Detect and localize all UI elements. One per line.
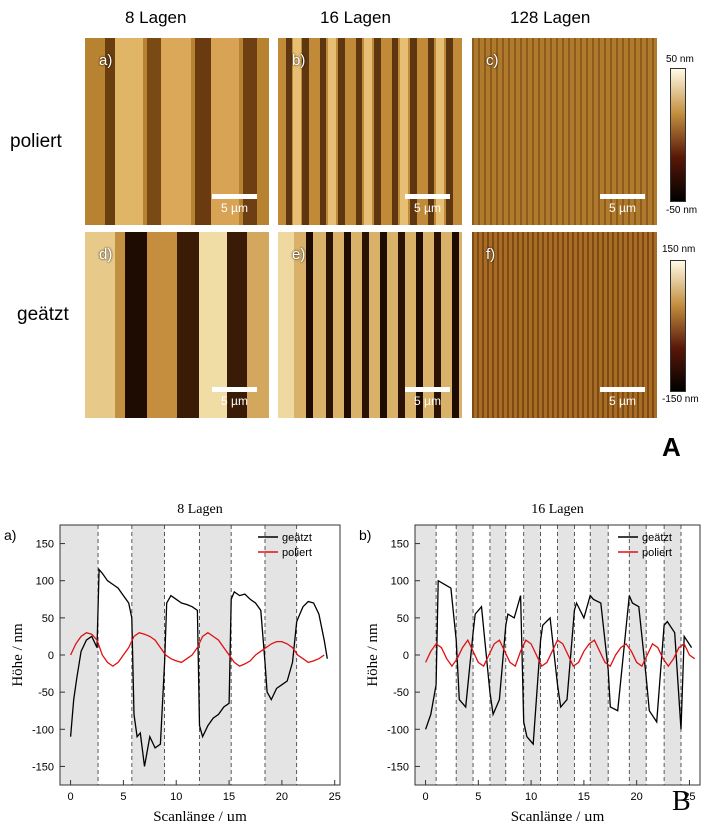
shaded-band <box>664 525 681 785</box>
scale-bar-label: 5 µm <box>221 394 248 408</box>
row-label-geaetzt: geätzt <box>17 304 69 325</box>
shaded-band <box>456 525 474 785</box>
series-line-poliert <box>70 631 325 667</box>
y-tick-label: 0 <box>403 650 409 662</box>
x-tick-label: 10 <box>170 791 182 803</box>
column-title-16-lagen: 16 Lagen <box>320 8 391 27</box>
y-tick-label: -100 <box>387 724 409 736</box>
scale-bar-label: 5 µm <box>414 394 441 408</box>
column-title-128-lagen: 128 Lagen <box>510 8 591 27</box>
shaded-band <box>629 525 647 785</box>
panel-label-a: A <box>662 432 681 462</box>
colorbar-poliert-max: 50 nm <box>666 54 694 65</box>
x-tick-label: 15 <box>223 791 235 803</box>
chart-16-lagen: 0 5 10 15 20 25 -150 -100 -50 0 50 100 150 geätzt poli… <box>359 502 701 821</box>
y-tick-label: 100 <box>391 576 409 588</box>
y-tick-label: -50 <box>38 687 54 699</box>
afm-image-a-stripes <box>85 38 269 225</box>
x-tick-label: 25 <box>329 791 341 803</box>
afm-image-b: b) 5 µm <box>278 38 462 225</box>
scale-bar: 5 µm <box>600 387 645 408</box>
y-tick-label: 150 <box>36 539 54 551</box>
shaded-band <box>199 525 232 785</box>
afm-image-e-stripes <box>278 232 462 418</box>
colorbar-geaetzt <box>670 260 686 392</box>
y-axis-label: Höhe / nm <box>10 623 26 687</box>
chart-title: 8 Lagen <box>177 502 222 517</box>
x-tick-label: 15 <box>578 791 590 803</box>
series-line-geaetzt <box>424 579 693 746</box>
chart-panel-tag: a) <box>4 527 16 543</box>
scale-bar: 5 µm <box>600 194 645 215</box>
x-tick-label: 25 <box>683 791 695 803</box>
shaded-band <box>131 525 165 785</box>
afm-image-a: a) 5 µm <box>85 38 269 225</box>
scale-bar: 5 µm <box>212 194 257 215</box>
image-tag: c) <box>486 52 499 69</box>
afm-image-b-stripes <box>278 38 462 225</box>
y-axis-label: Höhe / nm <box>365 623 381 687</box>
afm-image-e: e) 5 µm <box>278 232 462 418</box>
x-tick-label: 0 <box>68 791 74 803</box>
shaded-band <box>557 525 575 785</box>
scale-bar-label: 5 µm <box>609 394 636 408</box>
legend-label: geätzt <box>282 532 312 544</box>
shaded-band <box>60 525 99 785</box>
column-title-8-lagen: 8 Lagen <box>125 8 187 27</box>
legend-label: poliert <box>642 547 672 559</box>
scale-bar: 5 µm <box>405 387 450 408</box>
series-line-geaetzt <box>69 567 328 767</box>
image-tag: e) <box>292 246 306 263</box>
chart-title: 16 Lagen <box>531 502 583 517</box>
shaded-band <box>415 525 437 785</box>
shaded-band <box>264 525 297 785</box>
x-tick-label: 20 <box>631 791 643 803</box>
legend-label: poliert <box>282 547 312 559</box>
image-tag: a) <box>99 52 113 69</box>
chart-8-lagen: 0 5 10 15 20 25 -150 -100 -50 0 50 100 150 geätzt poli… <box>4 502 341 821</box>
y-tick-label: 100 <box>36 576 54 588</box>
chart-panel-tag: b) <box>359 527 371 543</box>
x-axis-label: Scanlänge / µm <box>153 809 247 821</box>
y-tick-label: -100 <box>32 724 54 736</box>
panel-label-b: B <box>672 786 691 817</box>
colorbar-geaetzt-max: 150 nm <box>662 244 696 255</box>
scale-bar-label: 5 µm <box>414 201 441 215</box>
afm-image-c-stripes <box>472 38 657 225</box>
shaded-band <box>489 525 506 785</box>
shaded-band <box>590 525 609 785</box>
x-tick-label: 0 <box>422 791 428 803</box>
scale-bar: 5 µm <box>405 194 450 215</box>
x-tick-label: 10 <box>525 791 537 803</box>
scale-bar-label: 5 µm <box>221 201 248 215</box>
x-tick-label: 5 <box>475 791 481 803</box>
x-axis-label: Scanlänge / µm <box>511 809 605 821</box>
afm-image-f: f) 5 µm <box>472 232 657 418</box>
series-line-poliert <box>425 638 696 668</box>
y-tick-label: 50 <box>42 613 54 625</box>
scale-bar: 5 µm <box>212 387 257 408</box>
colorbar-poliert <box>670 68 686 202</box>
row-label-poliert: poliert <box>10 131 62 152</box>
y-tick-label: -150 <box>32 761 54 773</box>
x-tick-label: 5 <box>120 791 126 803</box>
image-tag: f) <box>486 246 496 263</box>
x-tick-label: 20 <box>276 791 288 803</box>
y-tick-label: -150 <box>387 761 409 773</box>
scale-bar-label: 5 µm <box>609 201 636 215</box>
colorbar-poliert-min: -50 nm <box>666 205 698 216</box>
y-tick-label: 0 <box>48 650 54 662</box>
y-tick-label: -50 <box>393 687 409 699</box>
legend-label: geätzt <box>642 532 672 544</box>
shaded-band <box>523 525 541 785</box>
image-tag: b) <box>292 52 306 69</box>
afm-image-c: c) 5 µm <box>472 38 657 225</box>
image-tag: d) <box>99 246 113 263</box>
y-tick-label: 50 <box>397 613 409 625</box>
afm-image-d: d) 5 µm <box>85 232 269 418</box>
y-tick-label: 150 <box>391 539 409 551</box>
colorbar-geaetzt-min: -150 nm <box>662 394 699 405</box>
